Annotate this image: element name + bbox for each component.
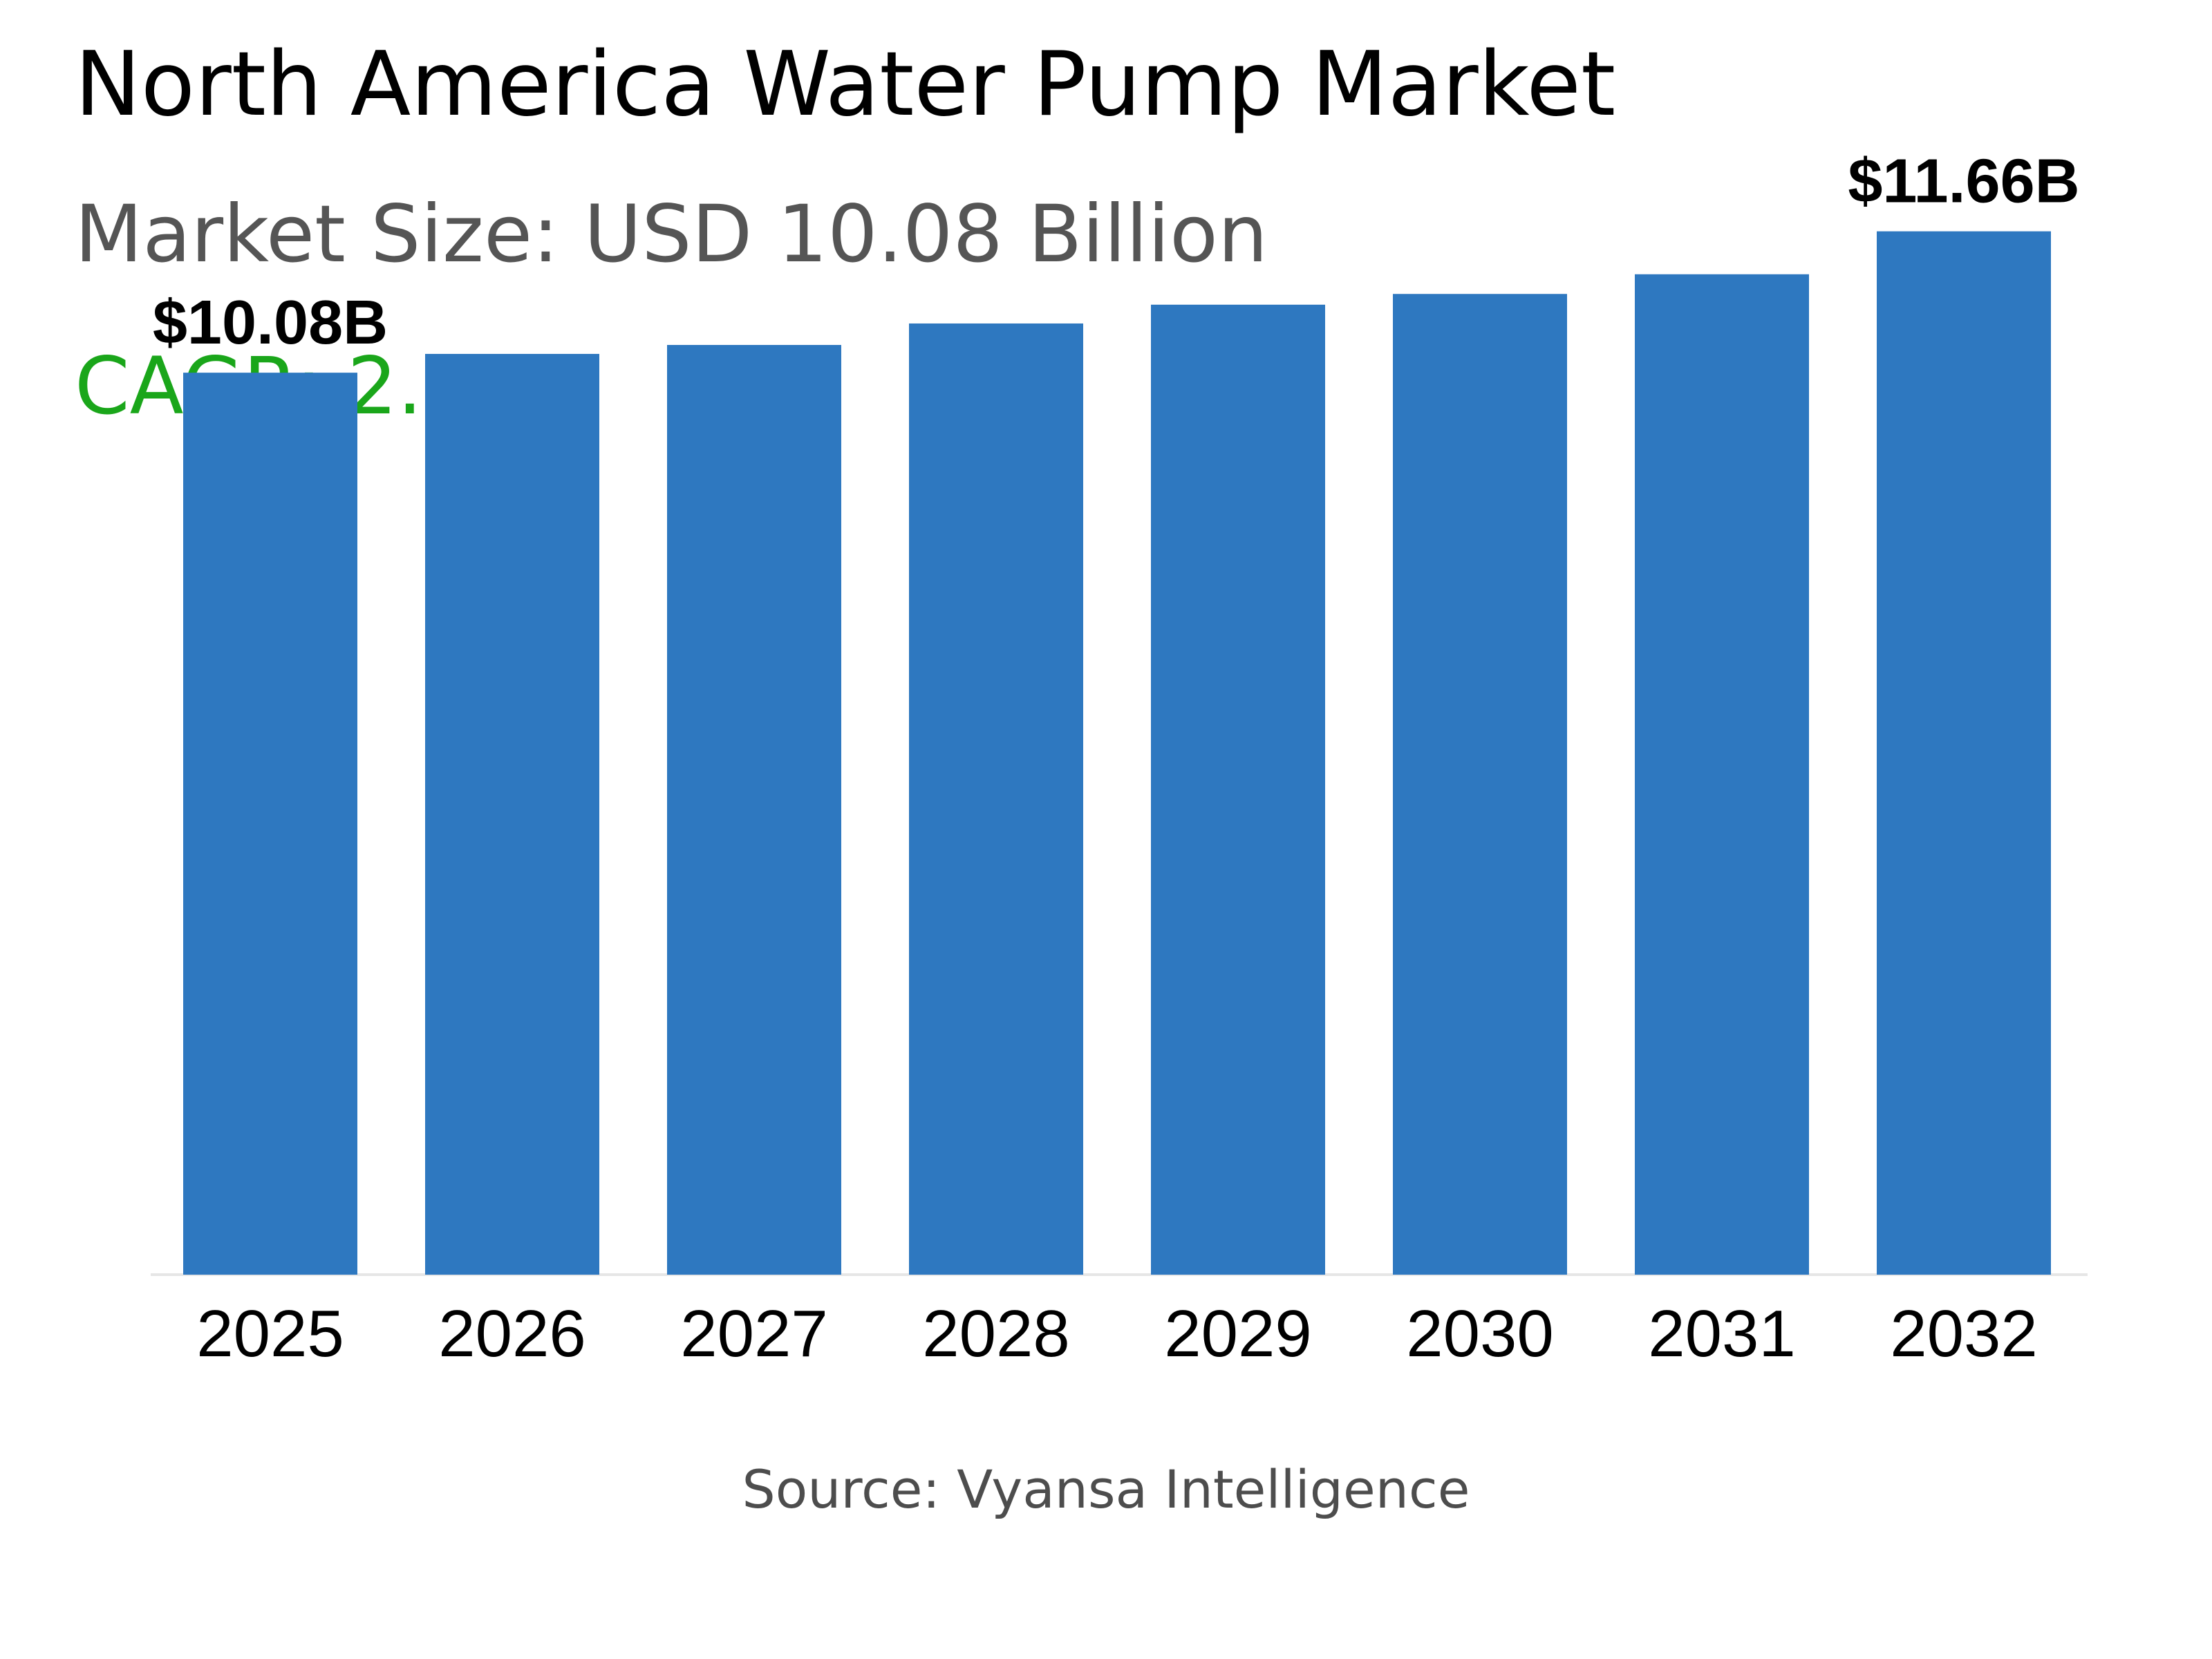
- data-label-2032: $11.66B: [1848, 147, 2079, 216]
- x-tick-label-2026: 2026: [438, 1297, 586, 1371]
- x-tick-label-2032: 2032: [1890, 1297, 2038, 1371]
- data-label-2025: $10.08B: [153, 288, 388, 357]
- data-labels-layer: $10.08B $11.66B: [153, 147, 2080, 358]
- market-size-subtitle: Market Size: USD 10.08 Billion: [75, 188, 1268, 280]
- bar-2032: [1877, 231, 2051, 1275]
- chart-title: North America Water Pump Market: [75, 33, 1616, 136]
- x-tick-label-2029: 2029: [1164, 1297, 1312, 1371]
- bar-2027: [667, 345, 841, 1275]
- bar-2028: [909, 323, 1083, 1275]
- x-tick-label-2027: 2027: [680, 1297, 828, 1371]
- x-tick-label-2028: 2028: [922, 1297, 1070, 1371]
- bar-2029: [1151, 304, 1325, 1275]
- bar-2025: [183, 373, 357, 1275]
- x-tick-labels: 2025 2026 2027 2028 2029 2030 2031 2032: [196, 1297, 2038, 1371]
- bars-layer: [183, 231, 2051, 1275]
- x-tick-label-2031: 2031: [1648, 1297, 1796, 1371]
- bar-2026: [425, 353, 599, 1275]
- source-note: Source: Vyansa Intelligence: [742, 1459, 1470, 1520]
- x-tick-label-2025: 2025: [196, 1297, 344, 1371]
- x-tick-label-2030: 2030: [1406, 1297, 1554, 1371]
- bar-2031: [1635, 274, 1809, 1275]
- bar-2030: [1393, 294, 1567, 1275]
